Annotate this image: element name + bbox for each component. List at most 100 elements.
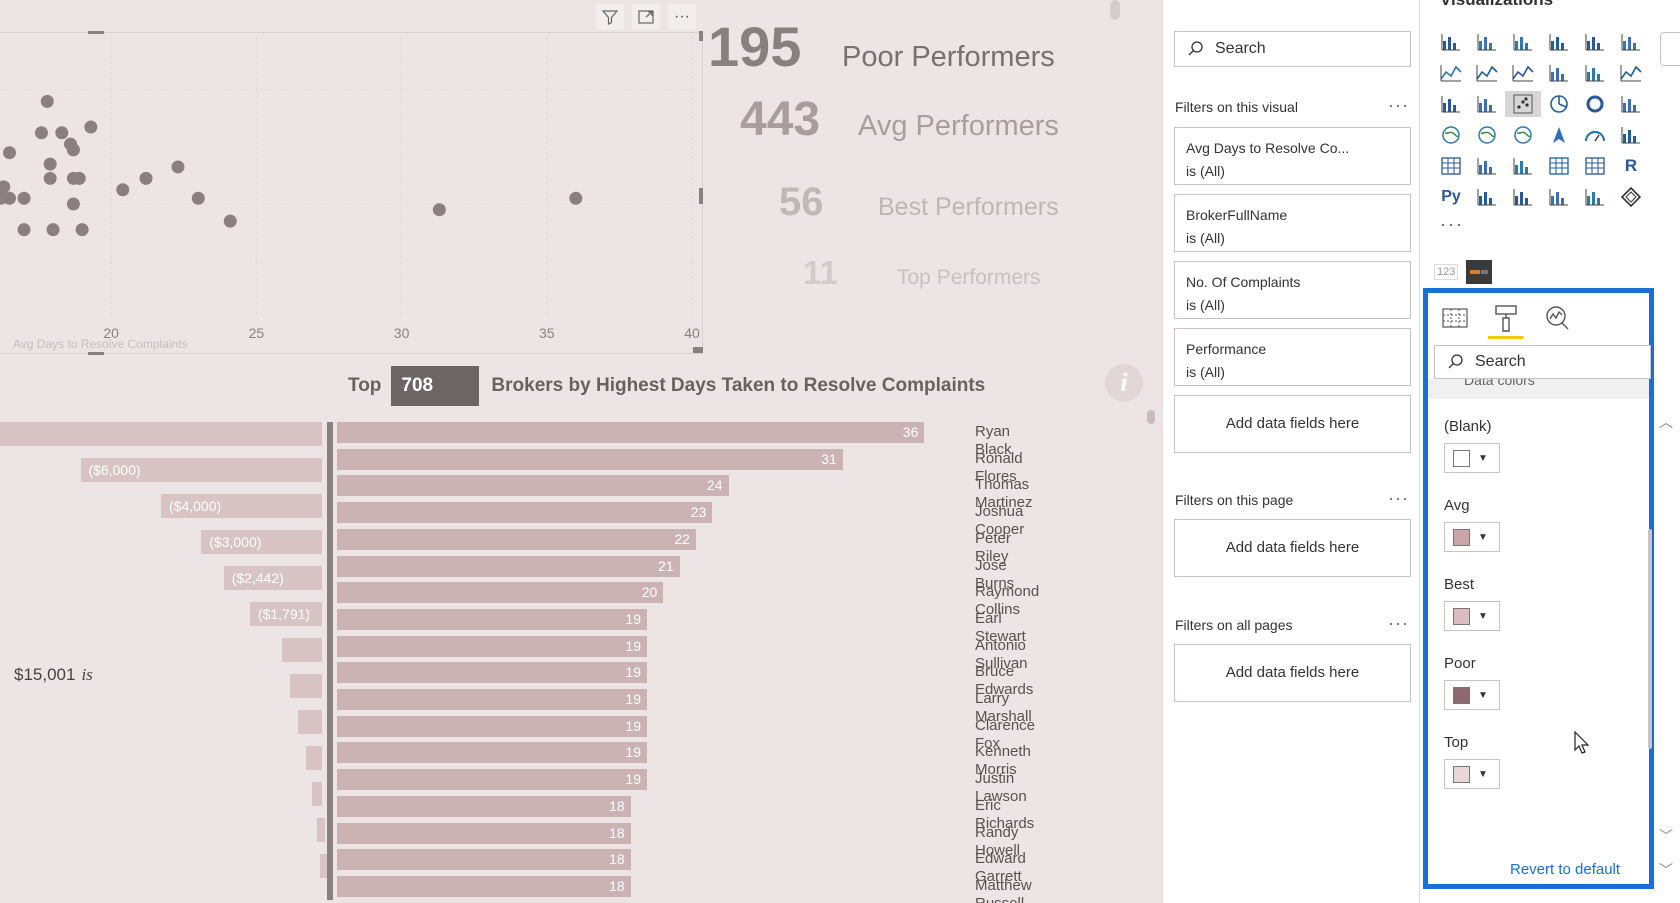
color-picker-best[interactable]: ▼: [1444, 601, 1500, 631]
revert-to-default-link[interactable]: Revert to default: [1510, 861, 1621, 878]
resize-handle-bottom[interactable]: [88, 352, 104, 355]
cost-bar[interactable]: [319, 854, 328, 878]
chevron-down-icon[interactable]: ﹀: [1659, 828, 1673, 844]
bar[interactable]: 19: [337, 742, 647, 764]
cost-bar[interactable]: [317, 818, 326, 842]
resize-handle-top[interactable]: [88, 31, 104, 34]
cost-bar[interactable]: ($6,000): [80, 458, 322, 482]
scatter-point[interactable]: [40, 94, 54, 108]
col-stack-visual-icon[interactable]: [1469, 29, 1505, 55]
col-cluster-visual-icon[interactable]: [1541, 29, 1577, 55]
more-visuals-icon[interactable]: ···: [1440, 214, 1464, 234]
cost-bar[interactable]: [281, 638, 322, 662]
format-panel-scrollbar[interactable]: [1648, 529, 1652, 749]
scatter-point[interactable]: [66, 197, 80, 211]
bars-h2-visual-icon[interactable]: [1505, 29, 1541, 55]
treemap-visual-icon[interactable]: [1613, 91, 1649, 117]
bar[interactable]: 31: [337, 448, 843, 470]
card-123-icon[interactable]: 123: [1434, 264, 1459, 280]
visual-scrollbar[interactable]: [1147, 410, 1155, 424]
bar[interactable]: 20: [337, 582, 664, 604]
scatter-point[interactable]: [75, 223, 89, 237]
bar[interactable]: 19: [337, 635, 647, 657]
bar[interactable]: 18: [337, 875, 631, 897]
scatter-point[interactable]: [34, 126, 48, 140]
scatter-point[interactable]: [191, 191, 205, 205]
more-icon[interactable]: ···: [1388, 95, 1409, 115]
bar[interactable]: 18: [337, 822, 631, 844]
cost-bar[interactable]: [297, 710, 322, 734]
qa-visual-icon[interactable]: [1541, 184, 1577, 210]
bar[interactable]: 23: [337, 502, 713, 524]
scatter-point[interactable]: [116, 183, 130, 197]
scatter-point[interactable]: [17, 191, 31, 205]
filled-map-visual-icon[interactable]: [1469, 122, 1505, 148]
resize-handle-right[interactable]: [699, 188, 703, 204]
shape-map-visual-icon[interactable]: [1505, 122, 1541, 148]
slicer-visual-icon[interactable]: [1505, 153, 1541, 179]
filter-card-complaints[interactable]: No. Of Complaints is (All): [1174, 261, 1411, 319]
filter-icon[interactable]: [596, 4, 624, 30]
filter-card-broker[interactable]: BrokerFullName is (All): [1174, 194, 1411, 252]
color-picker-poor[interactable]: ▼: [1444, 680, 1500, 710]
pane-collapse-button[interactable]: [1660, 32, 1680, 66]
cost-bar[interactable]: ($2,442): [223, 566, 322, 590]
scatter-point[interactable]: [72, 171, 86, 185]
r-visual-visual-icon[interactable]: R: [1624, 156, 1638, 175]
resize-handle-bottom-right[interactable]: [693, 347, 703, 353]
more-icon[interactable]: ···: [1388, 613, 1409, 633]
more-options-icon[interactable]: ···: [668, 4, 696, 30]
arcgis-visual-icon[interactable]: [1541, 122, 1577, 148]
scatter-point[interactable]: [0, 180, 11, 194]
add-all-pages-filter-well[interactable]: Add data fields here: [1174, 644, 1411, 702]
table-visual-icon[interactable]: [1541, 153, 1577, 179]
pie-visual-icon[interactable]: [1541, 91, 1577, 117]
bar[interactable]: 18: [337, 795, 631, 817]
bars-h-visual-icon[interactable]: [1433, 29, 1469, 55]
resize-handle-top-right[interactable]: [699, 31, 703, 41]
add-page-filter-well[interactable]: Add data fields here: [1174, 519, 1411, 577]
tab-format[interactable]: [1487, 299, 1524, 339]
scatter-point[interactable]: [223, 214, 237, 228]
color-picker-top[interactable]: ▼: [1444, 759, 1500, 789]
cost-bar[interactable]: [289, 674, 322, 698]
python-visual-icon[interactable]: Py: [1441, 188, 1461, 205]
cost-bar[interactable]: [0, 422, 322, 446]
add-visual-filter-well[interactable]: Add data fields here: [1174, 395, 1411, 453]
scatter-point[interactable]: [3, 191, 17, 205]
scatter-point[interactable]: [66, 143, 80, 157]
line-col2-visual-icon[interactable]: [1577, 60, 1613, 86]
donut-visual-icon[interactable]: [1577, 91, 1613, 117]
matrix-visual-icon[interactable]: [1577, 153, 1613, 179]
area-visual-icon[interactable]: [1469, 60, 1505, 86]
card-visual-icon[interactable]: [1613, 122, 1649, 148]
scatter-point[interactable]: [569, 191, 583, 205]
bar[interactable]: 21: [337, 555, 680, 577]
scatter-point[interactable]: [43, 171, 57, 185]
bar[interactable]: 19: [337, 608, 647, 630]
scatter-point[interactable]: [55, 126, 69, 140]
color-picker-avg[interactable]: ▼: [1444, 522, 1500, 552]
bar[interactable]: 22: [337, 528, 696, 550]
filter-card-avg-days[interactable]: Avg Days to Resolve Co... is (All): [1174, 127, 1411, 185]
info-icon[interactable]: i: [1105, 364, 1143, 402]
bar[interactable]: 19: [337, 689, 647, 710]
cost-bar[interactable]: [311, 782, 322, 806]
color-picker-blank[interactable]: ▼: [1444, 443, 1500, 473]
map-visual-icon[interactable]: [1433, 122, 1469, 148]
funnel-visual-icon[interactable]: [1469, 91, 1505, 117]
bar[interactable]: 18: [337, 849, 631, 871]
multi-card-visual-icon[interactable]: [1433, 153, 1469, 179]
area2-visual-icon[interactable]: [1505, 60, 1541, 86]
cost-bar[interactable]: [305, 746, 322, 770]
filters-search-input[interactable]: Search: [1174, 31, 1411, 67]
scatter-point[interactable]: [84, 120, 98, 134]
ribbon-visual-icon[interactable]: [1613, 60, 1649, 86]
scatter-point[interactable]: [46, 223, 60, 237]
cost-bar[interactable]: ($4,000): [161, 494, 322, 518]
decomp-tree-visual-icon[interactable]: [1505, 184, 1541, 210]
cost-bar[interactable]: ($1,791): [249, 602, 322, 626]
scatter-point[interactable]: [43, 157, 57, 171]
col-100-visual-icon[interactable]: [1613, 29, 1649, 55]
line-col-visual-icon[interactable]: [1541, 60, 1577, 86]
